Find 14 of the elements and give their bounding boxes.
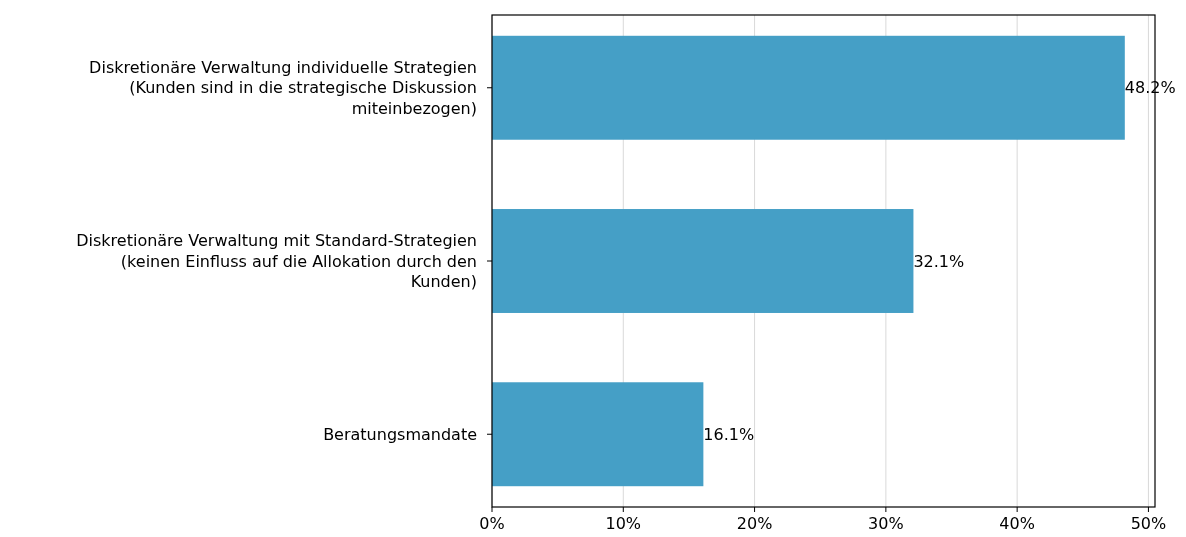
bar <box>492 382 704 487</box>
x-tick-label: 40% <box>999 514 1035 533</box>
bar <box>492 35 1125 140</box>
x-tick-label: 30% <box>868 514 904 533</box>
data-label: 16.1% <box>703 424 755 444</box>
data-label: 32.1% <box>913 251 965 271</box>
x-tick-label: 20% <box>736 514 773 533</box>
x-tick-label: 10% <box>605 514 642 533</box>
y-tick-label: Diskretionäre Verwaltung individuelle Strategien (Kunden sind in die strategische Diskussion miteinbezogen) <box>89 57 477 118</box>
bar <box>492 209 914 313</box>
x-tick-label: 50% <box>1130 514 1167 533</box>
x-tick-label: 0% <box>479 514 505 533</box>
y-tick-label: Diskretionäre Verwaltung mit Standard-Strategien (keinen Einfluss auf die Allokation durch den Kunden) <box>76 231 477 292</box>
y-tick-label: Beratungsmandate <box>323 424 477 444</box>
